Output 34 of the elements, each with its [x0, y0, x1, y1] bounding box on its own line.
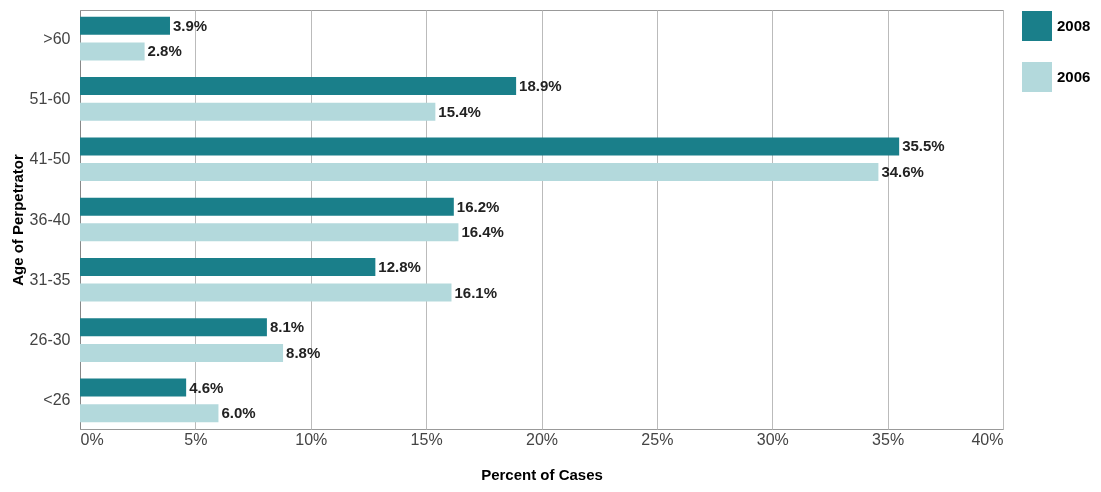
y-tick-label: >60 — [43, 29, 71, 47]
x-tick-label: 15% — [410, 430, 443, 448]
x-tick-label: 0% — [80, 430, 104, 448]
y-tick-label: 51-60 — [29, 89, 71, 107]
legend-label: 2006 — [1057, 68, 1091, 85]
data-label: 16.2% — [456, 197, 500, 215]
x-tick-label: 10% — [295, 430, 328, 448]
data-label: 34.6% — [881, 163, 924, 181]
x-tick-label: 30% — [756, 430, 789, 448]
data-label: 16.4% — [461, 223, 504, 241]
y-tick-label: 41-50 — [29, 150, 71, 168]
x-tick-label: 35% — [872, 430, 905, 448]
data-label: 18.9% — [519, 77, 562, 95]
data-label: 8.1% — [269, 318, 305, 336]
data-label: 6.0% — [221, 404, 256, 422]
y-tick-label: <26 — [43, 391, 71, 409]
data-label: 12.8% — [378, 257, 421, 275]
y-tick-label: 26-30 — [29, 331, 71, 349]
data-label: 3.9% — [172, 16, 208, 34]
data-label: 35.5% — [902, 137, 945, 155]
y-axis-title: Age of Perpetrator — [8, 154, 26, 286]
x-tick-label: 40% — [971, 430, 1004, 448]
data-label: 15.4% — [438, 102, 481, 120]
data-label: 4.6% — [189, 378, 224, 396]
x-tick-label: 5% — [184, 430, 208, 448]
y-tick-label: 31-35 — [29, 270, 71, 288]
data-label: 16.1% — [454, 283, 498, 301]
data-label: 8.8% — [286, 343, 321, 361]
x-tick-label: 25% — [641, 430, 674, 448]
data-label: 2.8% — [147, 42, 182, 60]
y-tick-label: 36-40 — [29, 210, 71, 228]
legend-label: 2008 — [1057, 17, 1091, 34]
x-axis-title: Percent of Cases — [481, 465, 603, 483]
x-tick-label: 20% — [525, 430, 559, 448]
